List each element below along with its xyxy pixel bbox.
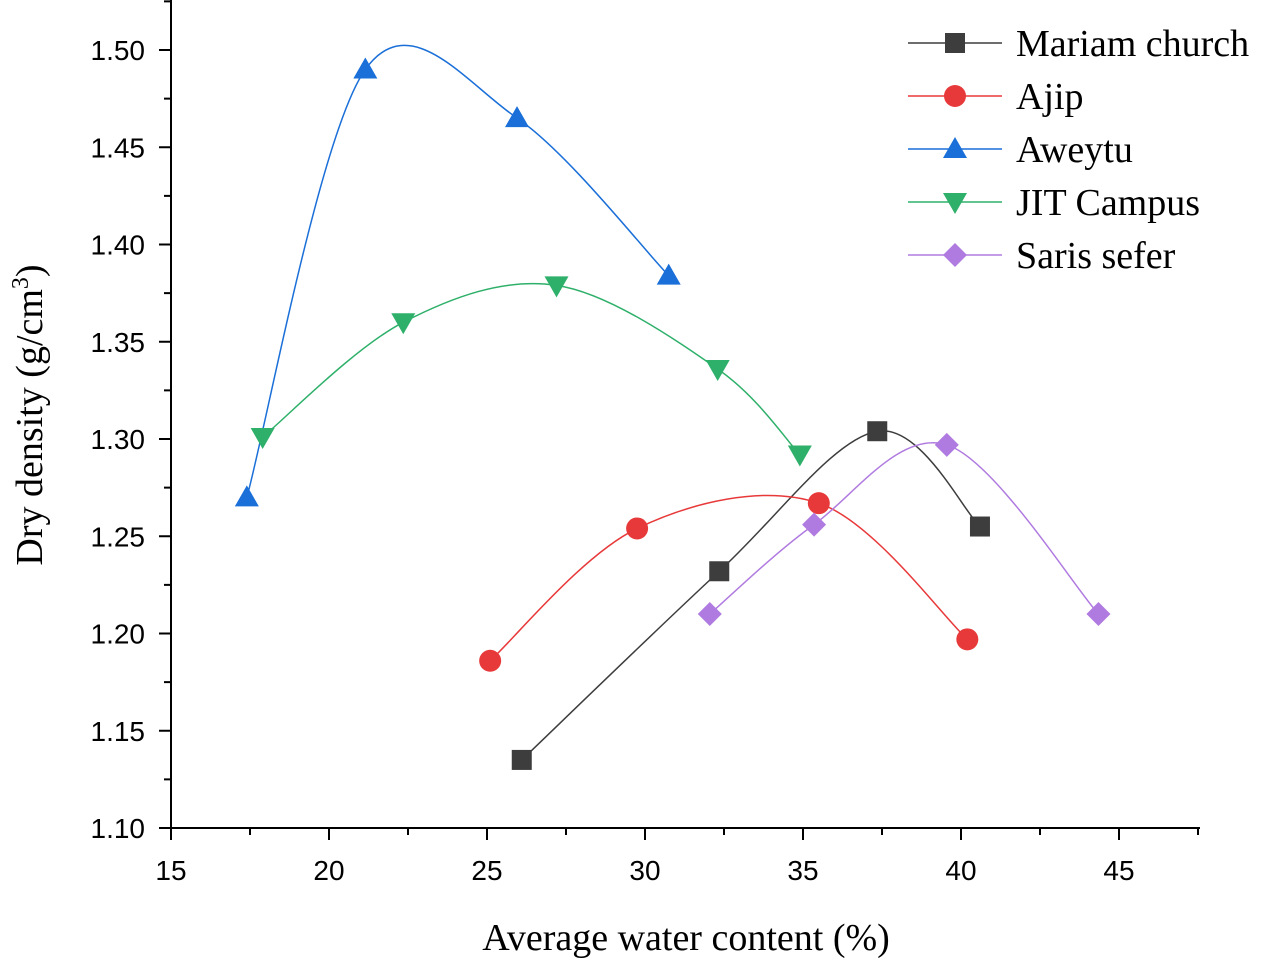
- series-group: [234, 44, 1111, 770]
- y-axis-label: Dry density (g/cm3): [8, 264, 51, 565]
- series-saris-sefer: [697, 432, 1111, 627]
- x-tick-label: 45: [1103, 855, 1134, 886]
- y-tick-label: 1.50: [91, 35, 146, 66]
- legend-label: Ajip: [1016, 76, 1084, 118]
- series-line: [709, 442, 1100, 615]
- legend: Mariam church Ajip Aweytu JIT Campus Saris s…: [908, 23, 1249, 277]
- legend-marker: [945, 33, 965, 53]
- y-tick-label: 1.10: [91, 813, 146, 844]
- x-tick-label: 25: [471, 855, 502, 886]
- y-tick-label: 1.40: [91, 230, 146, 261]
- x-tick-label: 20: [313, 855, 344, 886]
- series-line: [521, 430, 981, 761]
- series-ajip: [479, 492, 979, 672]
- data-point: [479, 649, 502, 672]
- series-mariam-church: [511, 421, 990, 770]
- y-tick-label: 1.30: [91, 424, 146, 455]
- x-axis-label: Average water content (%): [482, 917, 890, 959]
- data-point: [1086, 602, 1111, 627]
- data-point: [511, 749, 532, 770]
- legend-label: Aweytu: [1016, 129, 1133, 171]
- data-point: [787, 445, 812, 467]
- x-tick-label: 35: [787, 855, 818, 886]
- legend-label: Mariam church: [1016, 23, 1249, 65]
- axes: 15 20 25 30 35 40 45 1.10 1.15 1.20 1.25 1.30 1.35 1.…: [91, 0, 1200, 886]
- y-tick-label: 1.20: [91, 619, 146, 650]
- x-tick-label: 30: [629, 855, 660, 886]
- data-point: [709, 561, 730, 582]
- x-tick-label: 15: [155, 855, 186, 886]
- data-point: [626, 517, 649, 540]
- legend-marker: [944, 85, 966, 107]
- y-tick-label: 1.15: [91, 716, 146, 747]
- series-line: [489, 494, 968, 662]
- series-jit-campus: [250, 276, 812, 467]
- data-point: [391, 313, 416, 335]
- y-tick-label: 1.25: [91, 521, 146, 552]
- data-point: [697, 602, 722, 627]
- data-point: [353, 57, 378, 79]
- data-point: [807, 492, 830, 515]
- y-tick-label: 1.35: [91, 327, 146, 358]
- data-point: [544, 276, 569, 298]
- legend-marker: [943, 137, 967, 158]
- data-point: [656, 263, 681, 285]
- legend-marker: [943, 243, 967, 267]
- data-point: [969, 516, 990, 537]
- data-point: [802, 512, 827, 537]
- x-tick-label: 40: [945, 855, 976, 886]
- y-tick-label: 1.45: [91, 132, 146, 163]
- legend-label: JIT Campus: [1016, 182, 1200, 224]
- data-point: [934, 432, 959, 457]
- legend-label: Saris sefer: [1016, 235, 1176, 277]
- series-aweytu: [234, 44, 681, 507]
- data-point: [956, 628, 979, 651]
- data-point: [705, 359, 730, 381]
- legend-marker: [943, 193, 967, 214]
- series-line: [246, 44, 670, 498]
- data-point: [867, 421, 888, 442]
- data-point: [234, 485, 259, 507]
- data-point: [250, 428, 275, 450]
- data-point: [505, 106, 530, 128]
